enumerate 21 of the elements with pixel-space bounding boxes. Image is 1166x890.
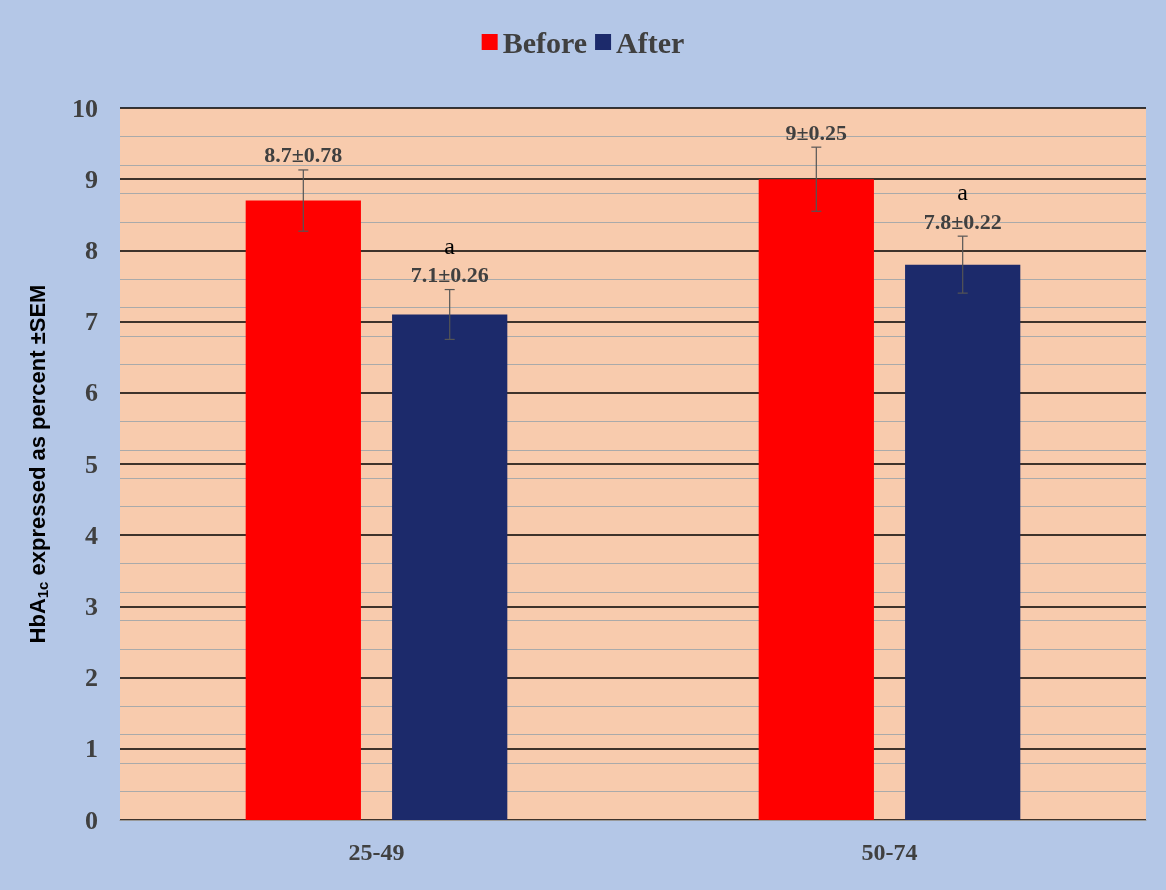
y-tick-label: 6 [85, 378, 98, 408]
y-tick-label: 9 [85, 164, 98, 194]
y-tick-label: 5 [85, 449, 98, 479]
data-label: 7.1±0.26 [410, 262, 489, 288]
y-tick-label: 3 [85, 591, 98, 621]
y-tick-label: 1 [85, 734, 98, 764]
x-tick-label: 25-49 [348, 839, 405, 865]
y-tick-label: 7 [85, 307, 98, 337]
y-tick-label: 8 [85, 235, 98, 265]
x-tick-label: 50-74 [861, 839, 918, 865]
legend-label: Before [502, 25, 588, 59]
data-label: 7.8±0.22 [923, 208, 1002, 234]
data-label: 9±0.25 [785, 119, 848, 145]
y-axis-title: HbA1c expressed as percent ±SEM [25, 284, 51, 644]
y-tick-label: 0 [85, 805, 98, 835]
y-tick-label: 10 [72, 93, 98, 123]
data-label: 8.7±0.78 [264, 142, 343, 168]
y-tick-label: 2 [85, 663, 98, 693]
legend-label: After [616, 25, 685, 59]
y-tick-label: 4 [85, 520, 98, 550]
annotation: a [957, 179, 969, 206]
